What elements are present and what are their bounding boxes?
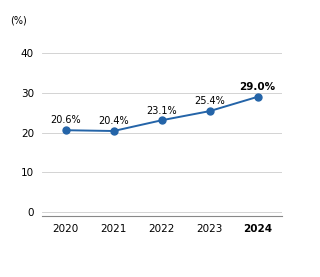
Text: (%): (%) [10,16,27,26]
Text: 20.4%: 20.4% [98,116,129,126]
Text: 23.1%: 23.1% [146,106,177,116]
Text: 29.0%: 29.0% [240,82,276,92]
Text: 25.4%: 25.4% [194,96,225,106]
Text: 20.6%: 20.6% [50,116,81,125]
